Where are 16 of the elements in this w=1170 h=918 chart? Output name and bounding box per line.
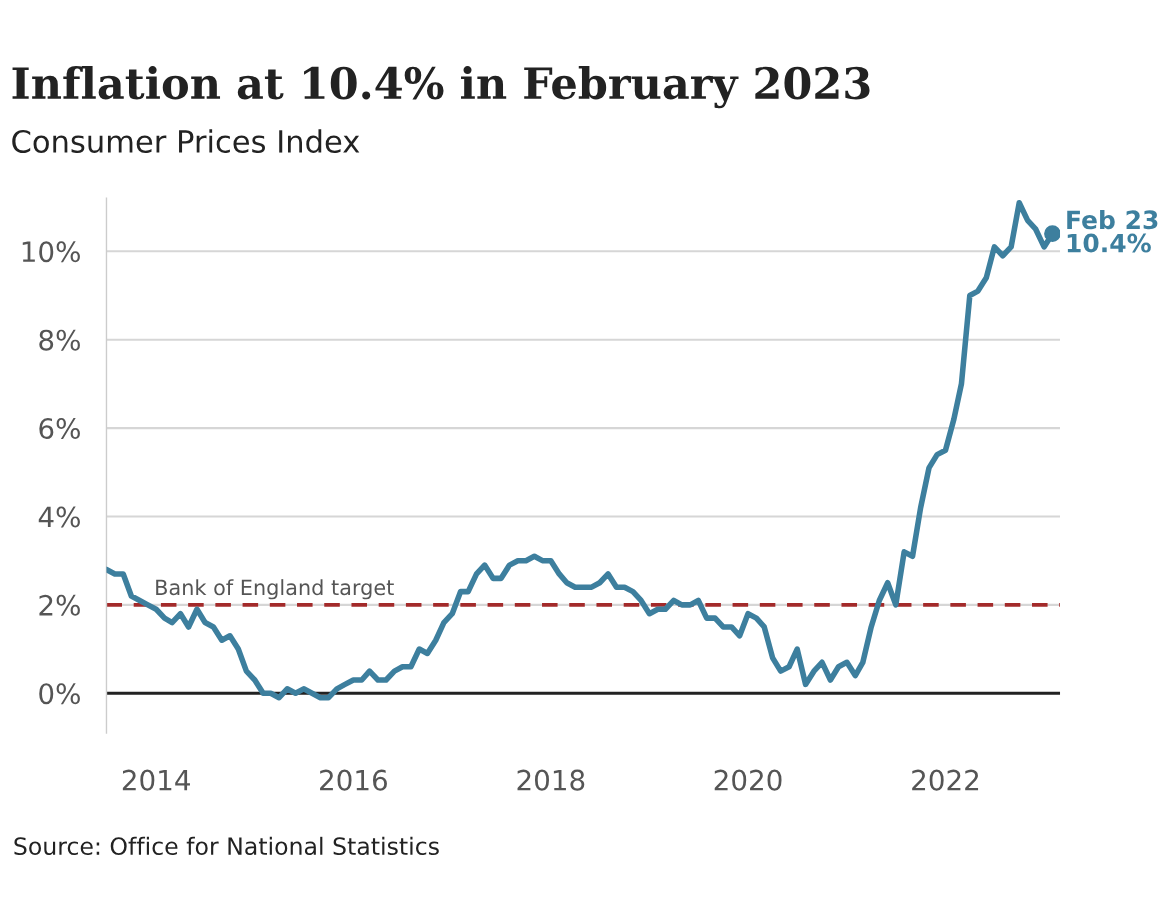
chart-title: Inflation at 10.4% in February 2023: [12, 66, 870, 109]
annotation: Feb 23 10.4%: [1067, 209, 1158, 253]
y-tick-label: 6%: [39, 418, 80, 440]
x-tick-label: 2022: [912, 769, 979, 791]
source-note: Source: Office for National Statistics: [14, 836, 439, 856]
chart-subtitle: Consumer Prices Index: [12, 129, 360, 153]
x-tick-label: 2018: [517, 769, 585, 791]
ref-line-label: Bank of England target: [156, 579, 394, 600]
y-tick-label: 2%: [39, 594, 80, 616]
y-tick-label: 0%: [39, 683, 80, 705]
x-tick-label: 2016: [320, 769, 387, 791]
y-tick-label: 4%: [38, 506, 80, 528]
x-tick-label: 2020: [714, 769, 782, 791]
x-tick-label: 2014: [122, 769, 190, 791]
y-tick-label: 8%: [39, 329, 80, 351]
y-tick-label: 10%: [22, 241, 80, 263]
